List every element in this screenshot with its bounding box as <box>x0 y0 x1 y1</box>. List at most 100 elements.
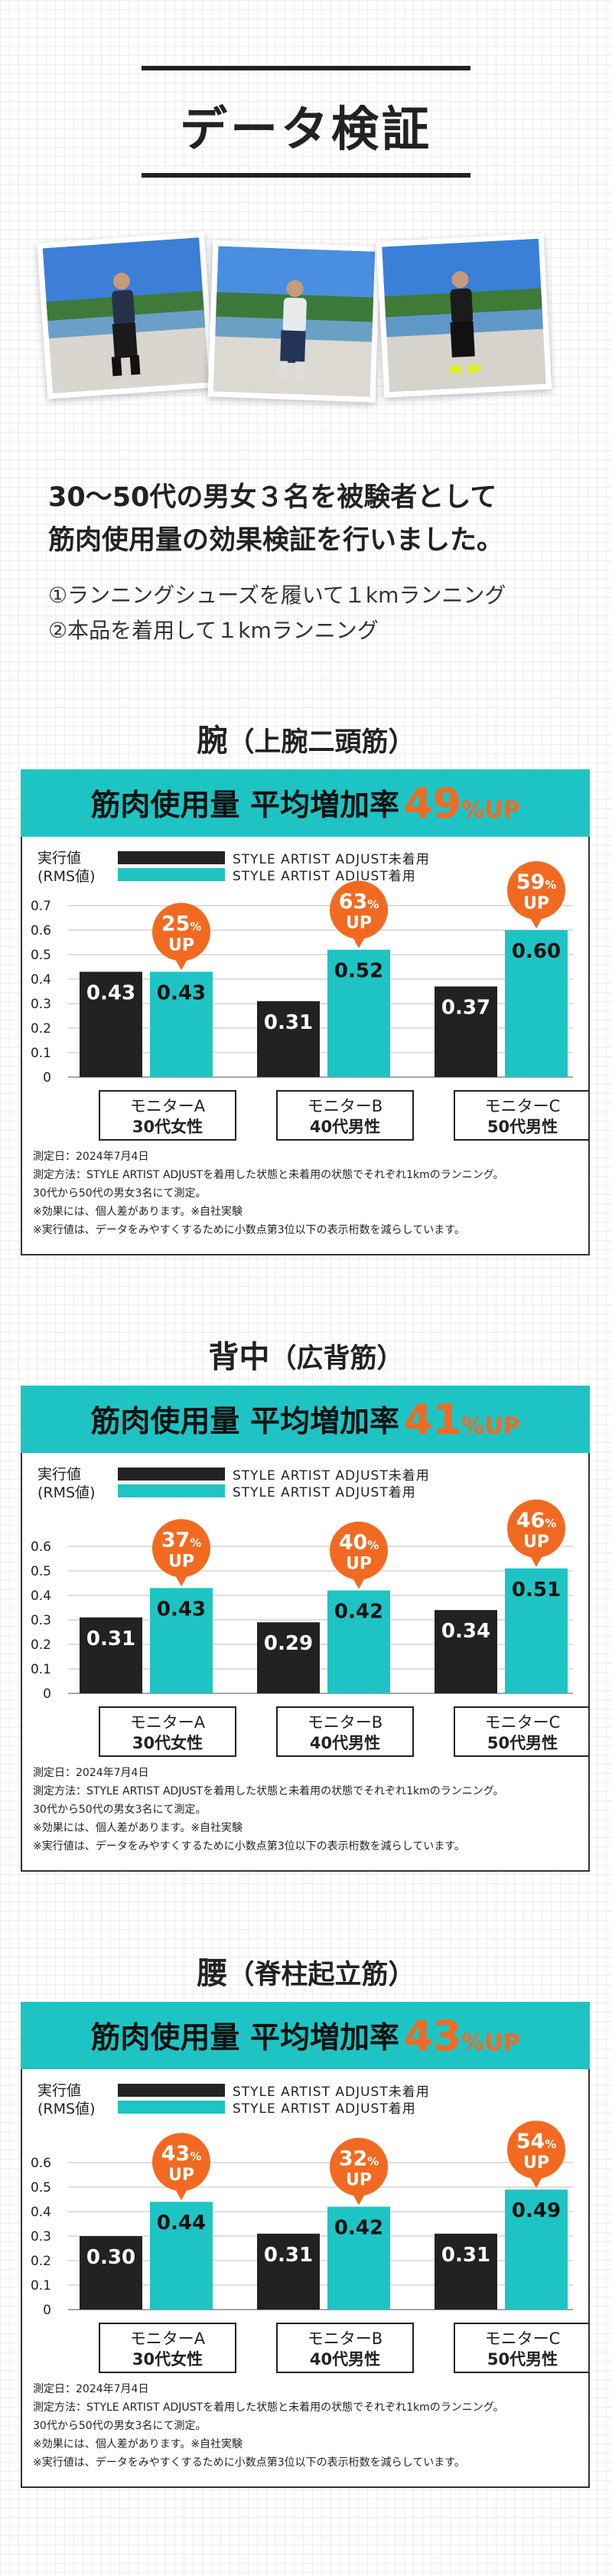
badge-up: UP <box>346 2171 372 2190</box>
y-tick-label: 0.5 <box>31 948 51 963</box>
y-axis-label-line1: 実行値 <box>37 2082 82 2099</box>
bar-value-label: 0.29 <box>264 1632 313 1655</box>
y-axis-label-line1: 実行値 <box>37 850 82 867</box>
bar-treated <box>150 1588 213 1693</box>
badge-percent: 25% <box>161 912 202 935</box>
intro-line-1: 30～50代の男女３名を被験者として <box>48 482 497 513</box>
category-label: モニターB <box>308 2330 382 2348</box>
y-tick-label: 0.3 <box>31 2229 51 2245</box>
category-sublabel: 40代男性 <box>310 1118 380 1136</box>
bar-treated <box>150 2202 213 2310</box>
y-tick-label: 0.4 <box>31 972 51 988</box>
badge-percent-value: 63 <box>339 890 368 914</box>
intro-line-2: 筋肉使用量の効果検証を行いました。 <box>48 525 504 556</box>
muscle-title-main: 背中 <box>208 1340 270 1375</box>
note-line: ※実行値は、データをみやすくするために小数点第3位以下の表示桁数を減らしています… <box>33 1224 465 1236</box>
muscle-title-sub: （脊柱起立筋） <box>227 1960 415 1990</box>
banner-percent: 43%UP <box>404 2012 520 2060</box>
category-sublabel: 40代男性 <box>310 2350 380 2369</box>
badge-pointer <box>174 956 189 971</box>
increase-badge <box>330 2137 388 2196</box>
y-tick-label: 0.1 <box>31 1046 51 1061</box>
increase-badge <box>330 880 388 939</box>
badge-up: UP <box>346 1555 372 1574</box>
category-box <box>276 2323 414 2373</box>
chart-legend: STYLE ARTIST ADJUST未着用 STYLE ARTIST ADJUS… <box>118 849 430 884</box>
bar-untreated <box>257 1622 320 1693</box>
chart-panel: 筋肉使用量 平均増加率 41%UP 実行値 (RMS値) STYLE ARTIST AD… <box>21 1386 590 1872</box>
legend-label: STYLE ARTIST ADJUST未着用 <box>233 2084 430 2100</box>
legend-swatch <box>118 851 225 864</box>
banner-percent-unit: %UP <box>461 1412 520 1440</box>
legend-swatch <box>118 867 225 881</box>
test-steps: ①ランニングシューズを履いて１kmランニング ②本品を着用して１kmランニング <box>48 578 506 648</box>
category-sublabel: 30代女性 <box>132 1118 203 1136</box>
bar-treated <box>505 930 568 1077</box>
bar-value-label: 0.37 <box>441 997 490 1020</box>
badge-percent-unit: % <box>545 2137 556 2151</box>
measurement-notes: 測定日：2024年7月4日 測定方法：STYLE ARTIST ADJUSTを着用… <box>33 1148 504 1239</box>
y-tick-label: 0.6 <box>31 1539 51 1555</box>
bar-value-label: 0.52 <box>334 960 383 983</box>
category-label: モニターA <box>130 1713 206 1732</box>
badge-pointer <box>529 915 544 929</box>
category-sublabel: 50代男性 <box>487 1734 558 1752</box>
measurement-notes: 測定日：2024年7月4日 測定方法：STYLE ARTIST ADJUSTを着用… <box>33 2380 504 2472</box>
y-tick-label: 0.2 <box>31 2254 51 2269</box>
badge-percent: 40% <box>339 1531 379 1555</box>
category-sublabel: 30代女性 <box>132 1734 203 1752</box>
category-label: モニターB <box>308 1097 382 1115</box>
chart-panel: 筋肉使用量 平均増加率 49%UP 実行値 (RMS値) STYLE ARTIST AD… <box>21 769 590 1255</box>
increase-badge <box>507 1499 565 1558</box>
note-line: ※効果には、個人差があります。※自社実験 <box>33 1822 243 1834</box>
badge-percent-value: 25 <box>161 912 190 935</box>
badge-percent-unit: % <box>545 1517 556 1530</box>
runner-photo-1 <box>37 231 215 400</box>
y-tick-label: 0.2 <box>31 1637 51 1653</box>
bar-untreated <box>435 986 497 1077</box>
muscle-title-sub: （広背筋） <box>269 1344 404 1374</box>
y-tick-label: 0 <box>43 2303 51 2318</box>
y-tick-label: 0.6 <box>31 2156 51 2171</box>
badge-up: UP <box>346 914 372 933</box>
average-increase-banner: 筋肉使用量 平均増加率 43%UP <box>21 2002 590 2069</box>
badge-percent-value: 59 <box>516 870 545 894</box>
category-sublabel: 50代男性 <box>487 1118 558 1136</box>
bar-treated <box>327 1590 390 1693</box>
legend-label: STYLE ARTIST ADJUST着用 <box>233 868 416 884</box>
increase-badge <box>152 2133 210 2192</box>
bar-treated <box>327 949 390 1077</box>
badge-pointer <box>174 1572 189 1587</box>
legend-item: STYLE ARTIST ADJUST着用 <box>118 2098 430 2117</box>
bar-value-label: 0.30 <box>86 2246 135 2269</box>
note-line: ※実行値は、データをみやすくするために小数点第3位以下の表示桁数を減らしています… <box>33 2457 465 2469</box>
y-tick-label: 0.2 <box>31 1021 51 1037</box>
y-axis-label-line1: 実行値 <box>37 1466 82 1483</box>
note-line: ※効果には、個人差があります。※自社実験 <box>33 2438 243 2450</box>
y-tick-label: 0.4 <box>31 2205 51 2220</box>
bar-value-label: 0.43 <box>86 981 135 1004</box>
y-tick-label: 0.1 <box>31 2278 51 2294</box>
category-box <box>454 1090 588 1141</box>
badge-up: UP <box>168 935 194 955</box>
badge-up: UP <box>168 2166 194 2185</box>
badge-percent-value: 37 <box>161 1528 190 1552</box>
banner-percent-unit: %UP <box>461 796 520 824</box>
badge-percent: 59% <box>516 870 557 894</box>
badge-percent: 32% <box>339 2147 379 2171</box>
badge-percent-unit: % <box>190 919 201 933</box>
badge-percent-value: 40 <box>339 1531 368 1555</box>
y-axis-label-line2: (RMS値) <box>37 2101 96 2117</box>
category-box <box>276 1090 414 1141</box>
y-tick-label: 0 <box>43 1686 51 1702</box>
step-2: ②本品を着用して１kmランニング <box>48 618 379 643</box>
banner-percent-value: 43 <box>404 2011 462 2060</box>
y-axis-label: 実行値 (RMS値) <box>37 1465 95 1502</box>
badge-pointer <box>351 1575 366 1589</box>
bar-value-label: 0.43 <box>157 1598 206 1621</box>
banner-percent-value: 41 <box>404 1395 462 1444</box>
bar-value-label: 0.49 <box>512 2199 561 2222</box>
page-title: データ検証 <box>179 101 432 157</box>
y-axis-label: 実行値 (RMS値) <box>37 849 95 886</box>
y-tick-label: 0.5 <box>31 1564 51 1579</box>
